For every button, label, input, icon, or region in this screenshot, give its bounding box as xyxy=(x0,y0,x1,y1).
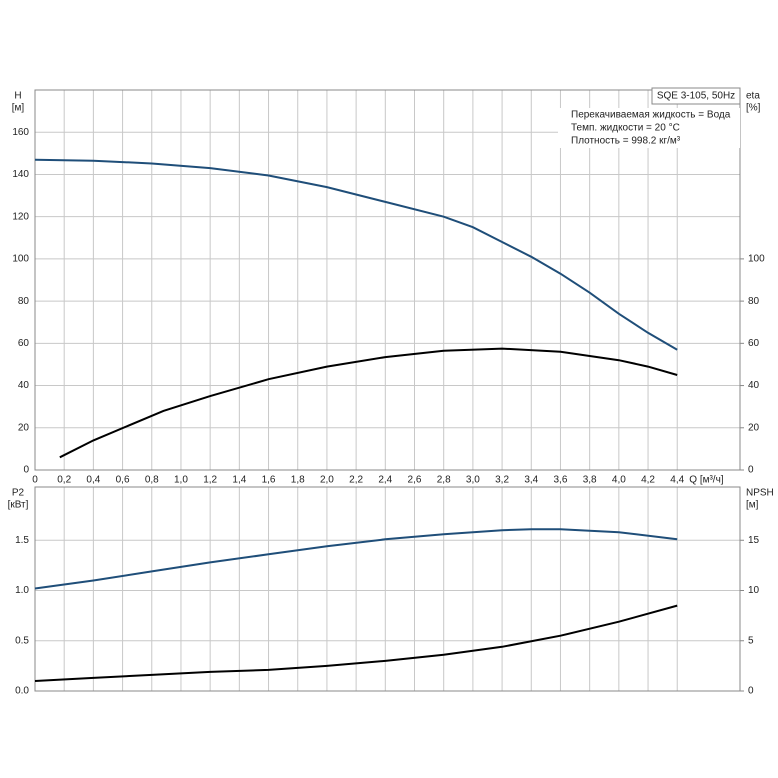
x-tick-label: 4,0 xyxy=(612,475,626,486)
y2-tick-label: 0 xyxy=(748,686,754,697)
y-axis-unit: [кВт] xyxy=(8,500,29,511)
curve xyxy=(34,604,678,682)
y2-axis-label: eta xyxy=(746,91,760,102)
x-tick-label: 1,4 xyxy=(232,475,246,486)
y2-axis-label: NPSH xyxy=(746,488,774,499)
x-tick-label: 2,4 xyxy=(378,475,392,486)
x-tick-label: 1,6 xyxy=(262,475,276,486)
x-tick-label: 1,0 xyxy=(174,475,188,486)
x-tick-label: 4,2 xyxy=(641,475,655,486)
x-tick-label: 2,8 xyxy=(437,475,451,486)
curve xyxy=(34,158,678,351)
x-tick-label: 3,6 xyxy=(554,475,568,486)
x-tick-label: 3,8 xyxy=(583,475,597,486)
y-tick-label: 100 xyxy=(12,254,29,265)
y2-tick-label: 60 xyxy=(748,338,760,349)
x-tick-label: 0,6 xyxy=(116,475,130,486)
x-tick-label: 4,4 xyxy=(670,475,684,486)
y2-tick-label: 40 xyxy=(748,380,760,391)
y2-tick-label: 20 xyxy=(748,422,760,433)
annotation: Перекачиваемая жидкость = Вода xyxy=(571,110,731,121)
y2-tick-label: 0 xyxy=(748,465,754,476)
curve xyxy=(34,528,678,590)
y2-tick-label: 15 xyxy=(748,535,760,546)
x-tick-label: 0 xyxy=(32,475,38,486)
y2-tick-label: 10 xyxy=(748,585,760,596)
plot-frame xyxy=(34,486,741,692)
y2-tick-label: 80 xyxy=(748,296,760,307)
y-axis-label: H xyxy=(14,91,21,102)
x-tick-label: 3,4 xyxy=(524,475,538,486)
y-tick-label: 140 xyxy=(12,169,29,180)
x-tick-label: 0,2 xyxy=(57,475,71,486)
y-tick-label: 20 xyxy=(18,422,30,433)
y-tick-label: 0.0 xyxy=(15,686,29,697)
x-tick-label: 3,2 xyxy=(495,475,509,486)
x-tick-label: 2,0 xyxy=(320,475,334,486)
y-tick-label: 60 xyxy=(18,338,30,349)
y-tick-label: 1.0 xyxy=(15,585,29,596)
legend-box xyxy=(558,108,740,148)
y2-axis-unit: [%] xyxy=(746,103,761,114)
y2-tick-label: 5 xyxy=(748,635,754,646)
x-tick-label: 0,4 xyxy=(86,475,100,486)
x-tick-label: 1,8 xyxy=(291,475,305,486)
x-tick-label: 2,2 xyxy=(349,475,363,486)
title-box xyxy=(651,87,741,105)
x-axis-label: Q [м³/ч] xyxy=(689,475,724,486)
annotation: Плотность = 998.2 кг/м³ xyxy=(571,136,681,147)
x-tick-label: 1,2 xyxy=(203,475,217,486)
y2-tick-label: 100 xyxy=(748,254,765,265)
y-tick-label: 80 xyxy=(18,296,30,307)
y-tick-label: 1.5 xyxy=(15,535,29,546)
y-tick-label: 160 xyxy=(12,127,29,138)
y-tick-label: 120 xyxy=(12,211,29,222)
y-tick-label: 0 xyxy=(23,465,29,476)
y-axis-label: P2 xyxy=(12,488,25,499)
x-tick-label: 2,6 xyxy=(408,475,422,486)
chart-title: SQE 3-105, 50Hz xyxy=(657,91,735,102)
annotation: Темп. жидкости = 20 °C xyxy=(571,123,680,134)
x-tick-label: 0,8 xyxy=(145,475,159,486)
y2-axis-unit: [м] xyxy=(746,500,759,511)
curve xyxy=(59,347,678,459)
plot-frame xyxy=(34,89,741,471)
y-tick-label: 0.5 xyxy=(15,635,29,646)
y-axis-unit: [м] xyxy=(12,103,25,114)
y-tick-label: 40 xyxy=(18,380,30,391)
x-tick-label: 3,0 xyxy=(466,475,480,486)
